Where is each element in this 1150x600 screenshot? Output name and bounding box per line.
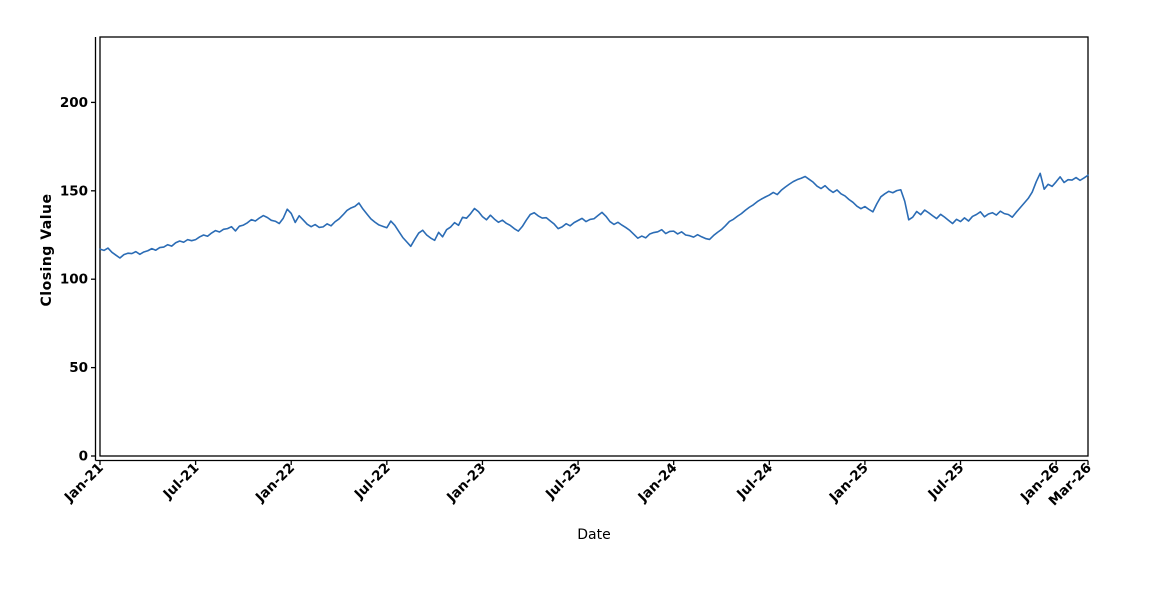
y-tick-label-100: 100 [60,272,88,288]
x-tick-label-Jul-21: Jul-21 [160,460,203,503]
x-tick-label-Jul-23: Jul-23 [542,460,585,503]
x-tick-label-Jan-22: Jan-22 [252,460,298,506]
x-tick-label-Jan-25: Jan-25 [826,460,872,506]
y-tick-label-0: 0 [79,449,88,465]
x-tick-label-Jul-22: Jul-22 [351,460,394,503]
y-tick-label-150: 150 [60,183,88,199]
x-tick-label-Jan-24: Jan-24 [634,460,680,506]
y-tick-label-200: 200 [60,95,88,111]
y-tick-label-50: 50 [69,360,88,376]
x-tick-label-Jul-25: Jul-25 [924,460,967,503]
x-axis-title: Date [577,527,611,543]
x-tick-label-Jan-21: Jan-21 [61,460,107,506]
x-tick-label-Jan-23: Jan-23 [443,460,489,506]
x-tick-label-Jul-24: Jul-24 [733,460,776,503]
plot-frame [99,36,1089,457]
plot-line-closing-value [99,172,1089,259]
y-axis-title: Closing Value [39,193,55,307]
